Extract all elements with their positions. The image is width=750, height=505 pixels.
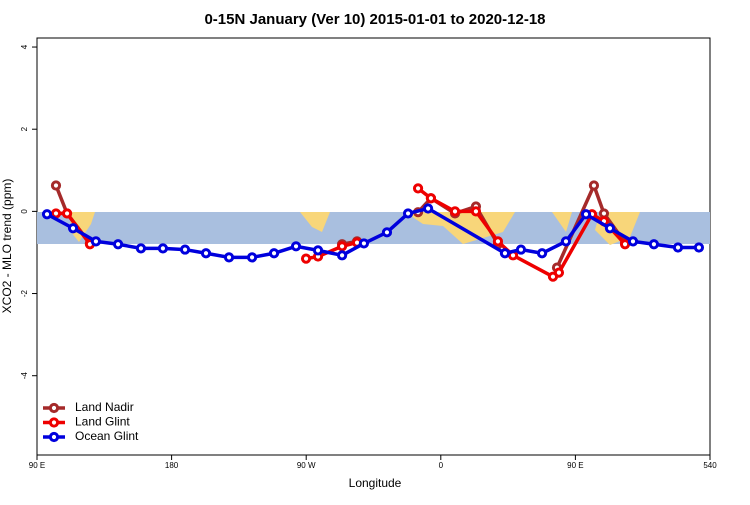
point: [41, 209, 53, 220]
point: [290, 241, 302, 252]
x-tick-label: 90 W: [297, 461, 316, 470]
y-tick-label: 4: [20, 44, 29, 49]
point: [381, 227, 393, 238]
point: [312, 245, 324, 256]
point: [336, 250, 348, 261]
legend-marker: [48, 417, 60, 428]
y-tick-label: 0: [20, 209, 29, 214]
point: [200, 248, 212, 259]
x-tick-label: 90 E: [29, 461, 45, 470]
point: [300, 253, 312, 264]
legend-marker: [48, 402, 60, 414]
point: [268, 248, 280, 259]
point: [588, 180, 600, 191]
x-tick-label: 540: [703, 461, 717, 470]
point: [61, 208, 73, 219]
point: [179, 244, 191, 255]
point: [604, 223, 616, 234]
point: [402, 208, 414, 219]
x-axis-label: Longitude: [349, 476, 402, 490]
legend-label: Land Nadir: [75, 400, 134, 414]
plot-frame: [36, 37, 711, 456]
point: [246, 252, 258, 263]
point: [425, 193, 437, 204]
y-axis-label: XCO2 - MLO trend (ppm): [0, 179, 14, 314]
y-tick-label: -2: [20, 289, 29, 297]
point: [67, 223, 79, 234]
point: [619, 239, 631, 250]
point: [627, 236, 639, 247]
point: [223, 252, 235, 263]
x-tick-label: 0: [439, 461, 444, 470]
point: [336, 241, 348, 252]
point: [598, 208, 610, 219]
legend-label: Ocean Glint: [75, 429, 139, 443]
point: [412, 183, 424, 194]
y-tick-label: -4: [20, 372, 29, 380]
point: [536, 248, 548, 259]
point: [50, 208, 62, 219]
point: [112, 239, 124, 250]
point: [470, 206, 482, 217]
y-tick-label: 2: [20, 126, 29, 131]
point: [499, 248, 511, 259]
legend-label: Land Glint: [75, 415, 130, 429]
point: [648, 239, 660, 250]
legend-marker: [48, 431, 60, 443]
point: [492, 236, 504, 247]
point: [157, 243, 169, 254]
x-tick-label: 90 E: [567, 461, 583, 470]
chart-title: 0-15N January (Ver 10) 2015-01-01 to 202…: [204, 11, 545, 28]
series-line: [46, 206, 699, 260]
point: [90, 236, 102, 247]
point: [553, 267, 565, 278]
point: [560, 236, 572, 247]
point: [672, 242, 684, 253]
point: [515, 244, 527, 255]
point: [693, 242, 705, 253]
point: [135, 243, 147, 254]
point: [422, 203, 434, 214]
x-tick-label: 180: [165, 461, 179, 470]
point: [50, 180, 62, 191]
point: [449, 206, 461, 217]
point: [358, 238, 370, 249]
point: [580, 209, 592, 220]
